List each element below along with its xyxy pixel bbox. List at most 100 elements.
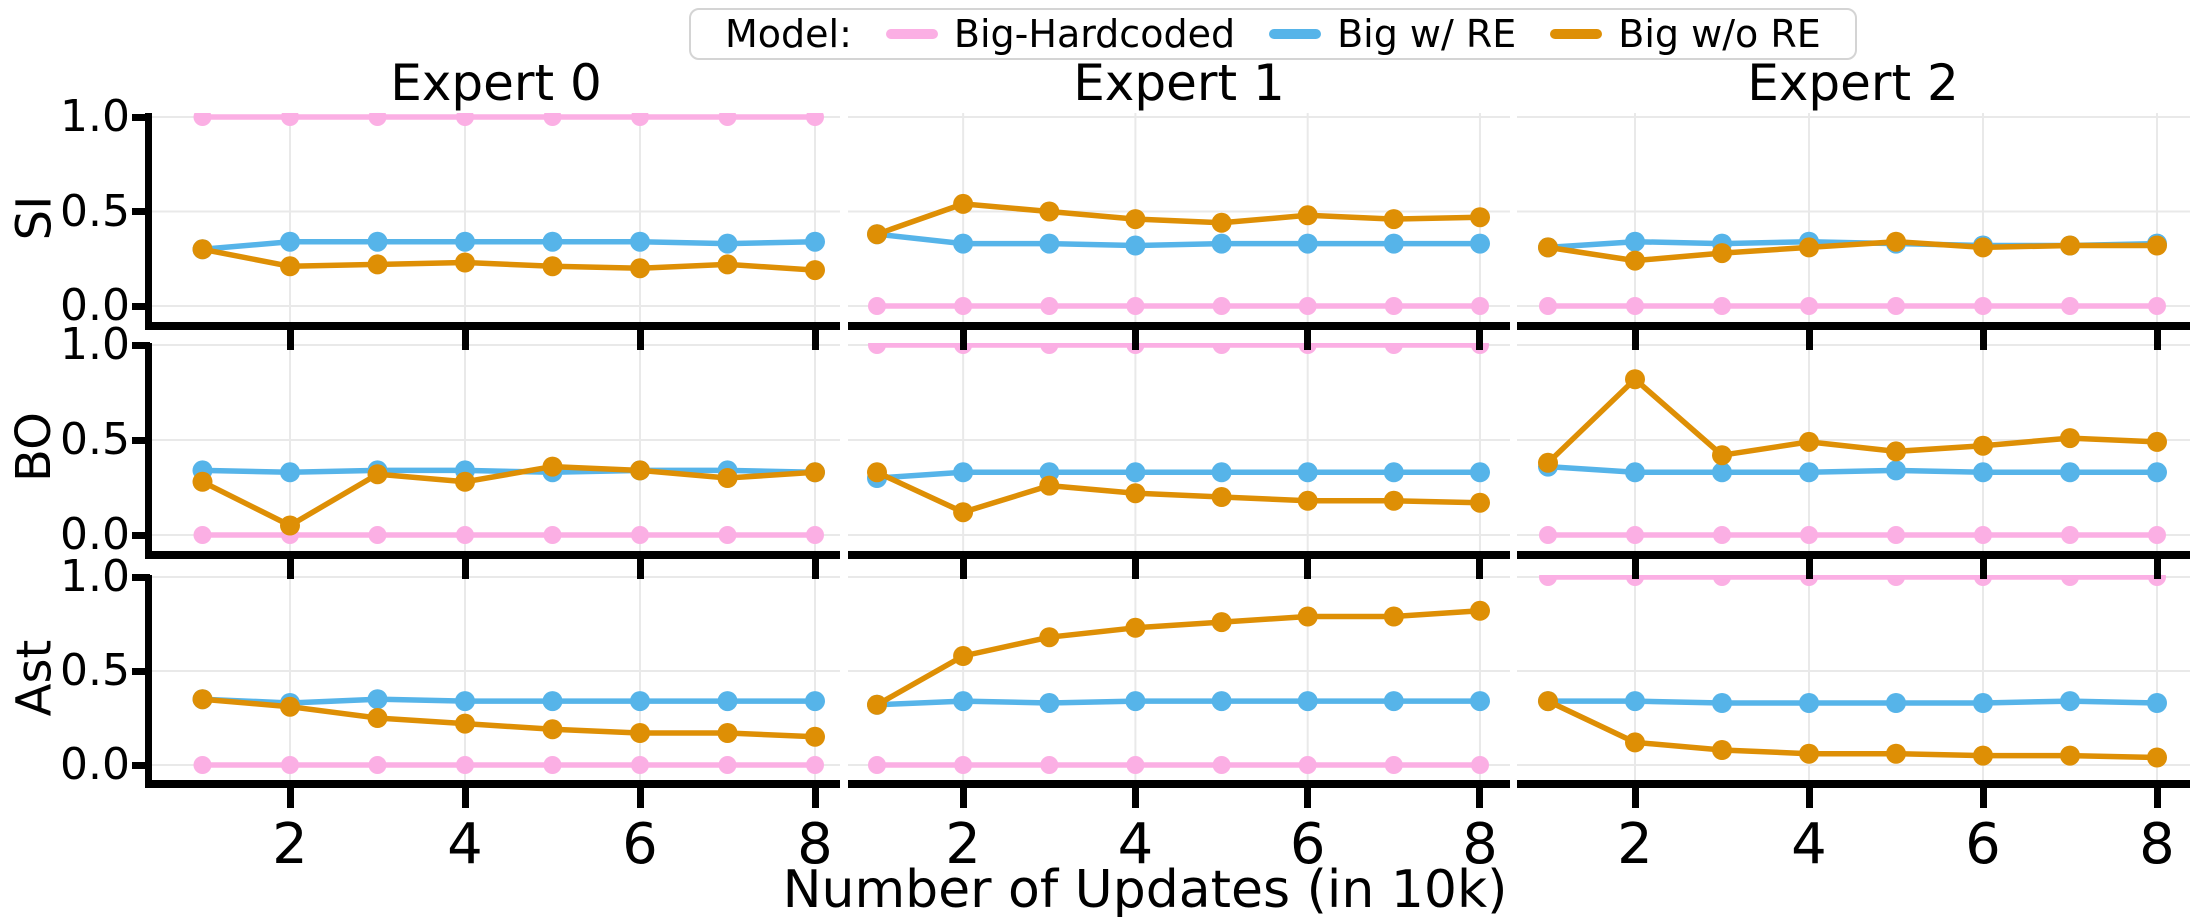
data-point-marker <box>1383 462 1404 483</box>
panel-bo-expert-2 <box>1517 343 2190 551</box>
data-point-marker <box>1125 209 1146 230</box>
data-point-marker <box>455 252 475 273</box>
data-point-marker <box>630 258 650 279</box>
y-tick-label: 1.0 <box>60 91 130 142</box>
data-point-marker <box>867 462 887 483</box>
series-line-big-w-re <box>1545 463 2160 476</box>
y-tick-label: 0.5 <box>60 645 130 696</box>
data-point-marker <box>805 231 825 252</box>
x-tick-label: 8 <box>2139 812 2175 877</box>
data-point-marker <box>1626 526 1644 544</box>
data-point-marker <box>1799 462 1819 483</box>
x-tick <box>286 330 294 350</box>
x-tick <box>1805 788 1813 808</box>
data-point-marker <box>631 526 649 544</box>
legend: Model: Big-Hardcoded Big w/ RE Big w/o R… <box>689 8 1857 60</box>
y-tick-label: 0.0 <box>60 280 130 331</box>
data-point-marker <box>1298 756 1317 774</box>
legend-entry-label: Big w/ RE <box>1337 12 1517 56</box>
data-point-marker <box>543 526 562 544</box>
data-point-marker <box>953 193 974 214</box>
data-point-marker <box>455 691 475 712</box>
series-line-big-w-re <box>199 696 818 706</box>
x-tick <box>959 559 967 579</box>
legend-entry-big-wo-re: Big w/o RE <box>1550 12 1821 56</box>
data-point-marker <box>1384 756 1403 774</box>
data-point-marker <box>1211 691 1232 712</box>
x-tick <box>2153 559 2161 579</box>
y-tick-label: 1.0 <box>60 551 130 602</box>
col-title-expert-0: Expert 0 <box>390 54 602 112</box>
data-point-marker <box>1470 600 1490 621</box>
data-point-marker <box>1799 693 1819 713</box>
data-point-marker <box>2061 575 2079 586</box>
data-point-marker <box>2060 462 2080 483</box>
data-point-marker <box>1973 237 1993 258</box>
y-tick-label: 0.0 <box>60 509 130 560</box>
data-point-marker <box>2060 691 2080 712</box>
x-tick-label: 8 <box>1462 812 1498 877</box>
data-point-marker <box>1713 575 1731 586</box>
data-point-marker <box>542 456 563 477</box>
x-tick <box>1476 330 1484 350</box>
x-tick <box>636 788 644 808</box>
panel-si-expert-0 <box>150 113 840 322</box>
y-tick <box>132 208 150 215</box>
x-tick-label: 8 <box>797 812 833 877</box>
x-axis-spine <box>1517 551 2190 559</box>
x-tick <box>1979 559 1987 579</box>
data-point-marker <box>367 254 388 275</box>
series-line-big-w-o-re <box>874 608 1483 708</box>
data-point-marker <box>1887 526 1905 544</box>
data-point-marker <box>1712 693 1732 713</box>
data-point-marker <box>1470 492 1490 513</box>
data-point-marker <box>1887 575 1905 586</box>
big-wo-re-swatch <box>1550 29 1603 39</box>
series-line-big-w-o-re <box>199 463 818 529</box>
data-point-marker <box>542 719 563 740</box>
data-point-marker <box>280 231 300 252</box>
data-point-marker <box>1799 431 1819 452</box>
x-tick <box>636 559 644 579</box>
data-point-marker <box>542 231 563 252</box>
x-axis-spine <box>145 322 840 330</box>
data-point-marker <box>1712 445 1732 466</box>
x-tick <box>1131 330 1139 350</box>
data-point-marker <box>1212 756 1231 774</box>
x-tick <box>1476 559 1484 579</box>
data-point-marker <box>953 691 974 712</box>
x-axis-spine <box>1517 322 2190 330</box>
data-point-marker <box>1800 575 1818 586</box>
x-tick-label: 4 <box>1791 812 1827 877</box>
data-point-marker <box>367 231 388 252</box>
data-point-marker <box>192 689 213 710</box>
data-point-marker <box>1297 233 1318 254</box>
data-point-marker <box>280 515 300 536</box>
data-point-marker <box>806 526 824 544</box>
data-point-marker <box>805 691 825 712</box>
y-tick <box>132 341 150 349</box>
y-tick-label: 0.0 <box>60 739 130 790</box>
x-tick <box>959 788 967 808</box>
data-point-marker <box>806 113 824 126</box>
data-point-marker <box>1297 205 1318 226</box>
data-point-marker <box>1212 297 1231 315</box>
data-point-marker <box>1625 732 1645 753</box>
data-point-marker <box>2148 297 2166 315</box>
data-point-marker <box>2060 428 2080 449</box>
data-point-marker <box>456 526 474 544</box>
data-point-marker <box>1297 606 1318 627</box>
data-point-marker <box>1625 250 1645 271</box>
big-hardcoded-swatch <box>885 29 938 39</box>
big-w-re-swatch <box>1269 29 1322 39</box>
x-tick <box>636 330 644 350</box>
data-point-marker <box>1625 462 1645 483</box>
y-tick <box>132 302 150 310</box>
y-axis-spine <box>145 575 152 788</box>
data-point-marker <box>1297 691 1318 712</box>
data-point-marker <box>1974 575 1992 586</box>
data-point-marker <box>367 464 388 485</box>
data-point-marker <box>953 502 974 523</box>
x-tick <box>811 788 819 808</box>
data-point-marker <box>1887 297 1905 315</box>
